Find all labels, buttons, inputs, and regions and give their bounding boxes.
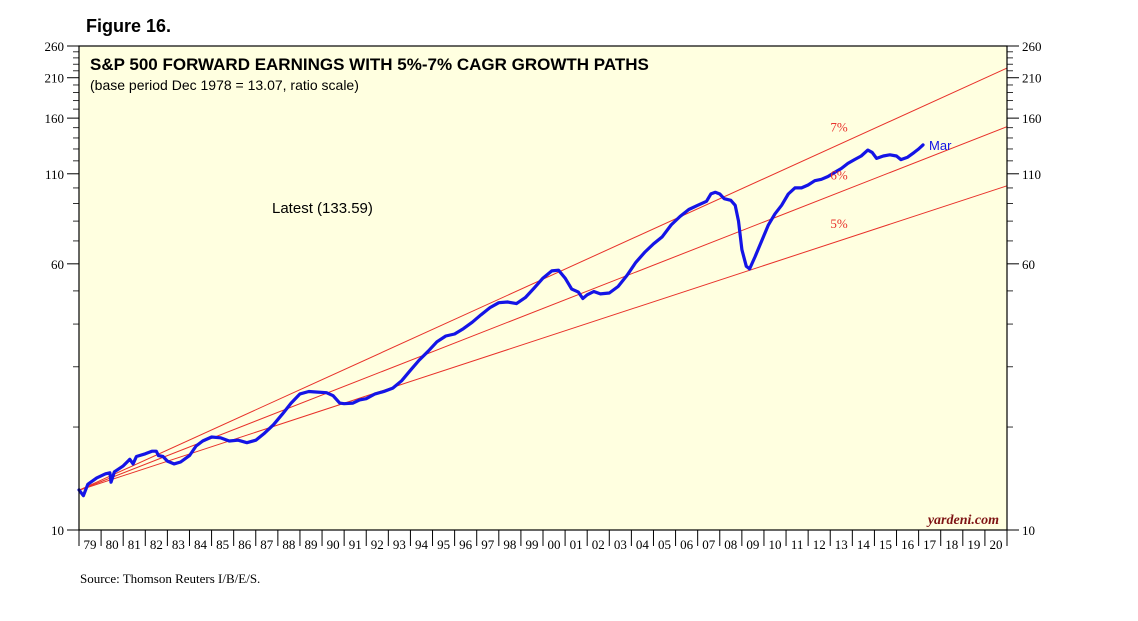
y-tick-label-right: 10 (1022, 523, 1035, 538)
x-tick-label: 96 (459, 537, 473, 552)
y-tick-label-right: 260 (1022, 39, 1042, 54)
x-tick-label: 13 (835, 537, 848, 552)
chart-subtitle: (base period Dec 1978 = 13.07, ratio sca… (90, 77, 359, 93)
x-tick-label: 81 (128, 537, 141, 552)
x-tick-label: 91 (349, 537, 362, 552)
x-tick-label: 82 (150, 537, 163, 552)
left-axis: 10 60 110 160 210 260 (45, 39, 80, 538)
plot-background (79, 46, 1007, 530)
growth-label: 7% (830, 120, 848, 135)
x-tick-label: 08 (724, 537, 737, 552)
source-note: Source: Thomson Reuters I/B/E/S. (80, 571, 261, 586)
x-tick-label: 07 (702, 537, 716, 552)
series-line (77, 143, 925, 498)
x-tick-label: 83 (172, 537, 185, 552)
y-tick-label-left: 210 (45, 71, 65, 86)
y-tick-label-left: 110 (45, 167, 64, 182)
y-tick-label-left: 60 (51, 257, 64, 272)
x-tick-label: 87 (260, 537, 274, 552)
labels-layer: 7% 6% 5% Mar (830, 120, 952, 231)
growth-label: 5% (830, 216, 848, 231)
y-tick-label-right: 210 (1022, 71, 1042, 86)
growth-line (78, 126, 1008, 491)
series-end-label: Mar (929, 138, 952, 153)
x-tick-label: 01 (570, 537, 583, 552)
y-tick-label-right: 110 (1022, 167, 1041, 182)
y-tick-label-right: 60 (1022, 257, 1035, 272)
x-tick-label: 06 (680, 537, 694, 552)
x-tick-label: 90 (327, 537, 340, 552)
chart-title: S&P 500 FORWARD EARNINGS WITH 5%-7% CAGR… (90, 55, 649, 74)
x-tick-label: 86 (238, 537, 252, 552)
x-tick-label: 11 (791, 537, 804, 552)
x-tick-label: 12 (813, 537, 826, 552)
figure-label: Figure 16. (86, 16, 172, 36)
x-tick-label: 79 (84, 537, 97, 552)
x-tick-label: 94 (415, 537, 429, 552)
x-tick-label: 85 (216, 537, 229, 552)
x-tick-label: 80 (106, 537, 119, 552)
x-tick-label: 19 (967, 537, 980, 552)
series-layer (77, 143, 925, 498)
x-tick-label: 17 (923, 537, 937, 552)
y-tick-label-right: 160 (1022, 111, 1042, 126)
x-axis: 79 80 81 82 83 84 85 86 87 88 89 90 91 92 93 94 95 96 97 98… (78, 530, 1008, 552)
x-tick-label: 95 (437, 537, 450, 552)
x-tick-label: 16 (901, 537, 915, 552)
x-tick-label: 92 (371, 537, 384, 552)
x-tick-label: 03 (614, 537, 627, 552)
x-tick-label: 04 (636, 537, 650, 552)
x-tick-label: 93 (393, 537, 406, 552)
x-tick-label: 18 (945, 537, 958, 552)
latest-label: Latest (133.59) (272, 200, 373, 217)
y-tick-label-left: 160 (45, 111, 65, 126)
x-tick-label: 99 (525, 537, 538, 552)
watermark: yardeni.com (926, 513, 999, 528)
x-tick-label: 09 (746, 537, 759, 552)
x-tick-label: 10 (769, 537, 782, 552)
x-tick-label: 88 (282, 537, 295, 552)
x-tick-label: 84 (194, 537, 208, 552)
x-tick-label: 02 (592, 537, 605, 552)
x-tick-label: 05 (658, 537, 671, 552)
x-tick-label: 97 (481, 537, 495, 552)
x-tick-label: 14 (857, 537, 871, 552)
x-tick-label: 00 (548, 537, 561, 552)
x-tick-label: 20 (989, 537, 1002, 552)
x-tick-label: 89 (305, 537, 318, 552)
y-tick-label-left: 10 (51, 523, 64, 538)
y-tick-label-left: 260 (45, 39, 65, 54)
growth-label: 6% (830, 168, 848, 183)
x-tick-label: 98 (503, 537, 516, 552)
right-axis: 10 60 110 160 210 260 (1006, 39, 1042, 538)
x-tick-label: 15 (879, 537, 892, 552)
